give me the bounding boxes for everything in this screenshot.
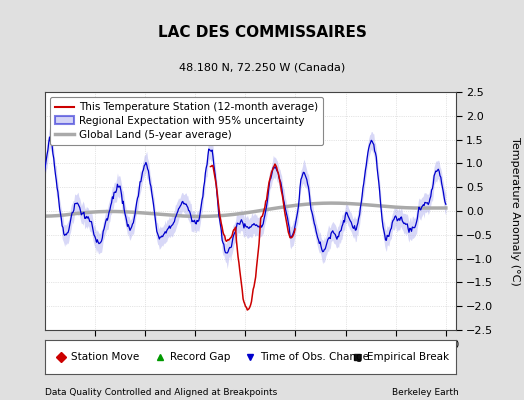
Text: Station Move: Station Move bbox=[71, 352, 139, 362]
Text: Time of Obs. Change: Time of Obs. Change bbox=[260, 352, 369, 362]
Text: 48.180 N, 72.250 W (Canada): 48.180 N, 72.250 W (Canada) bbox=[179, 62, 345, 72]
Y-axis label: Temperature Anomaly (°C): Temperature Anomaly (°C) bbox=[510, 137, 520, 285]
Text: Data Quality Controlled and Aligned at Breakpoints: Data Quality Controlled and Aligned at B… bbox=[45, 388, 277, 397]
Text: Record Gap: Record Gap bbox=[170, 352, 231, 362]
Legend: This Temperature Station (12-month average), Regional Expectation with 95% uncer: This Temperature Station (12-month avera… bbox=[50, 97, 323, 145]
Text: Berkeley Earth: Berkeley Earth bbox=[392, 388, 458, 397]
Text: Empirical Break: Empirical Break bbox=[367, 352, 450, 362]
Text: LAC DES COMMISSAIRES: LAC DES COMMISSAIRES bbox=[158, 25, 366, 40]
